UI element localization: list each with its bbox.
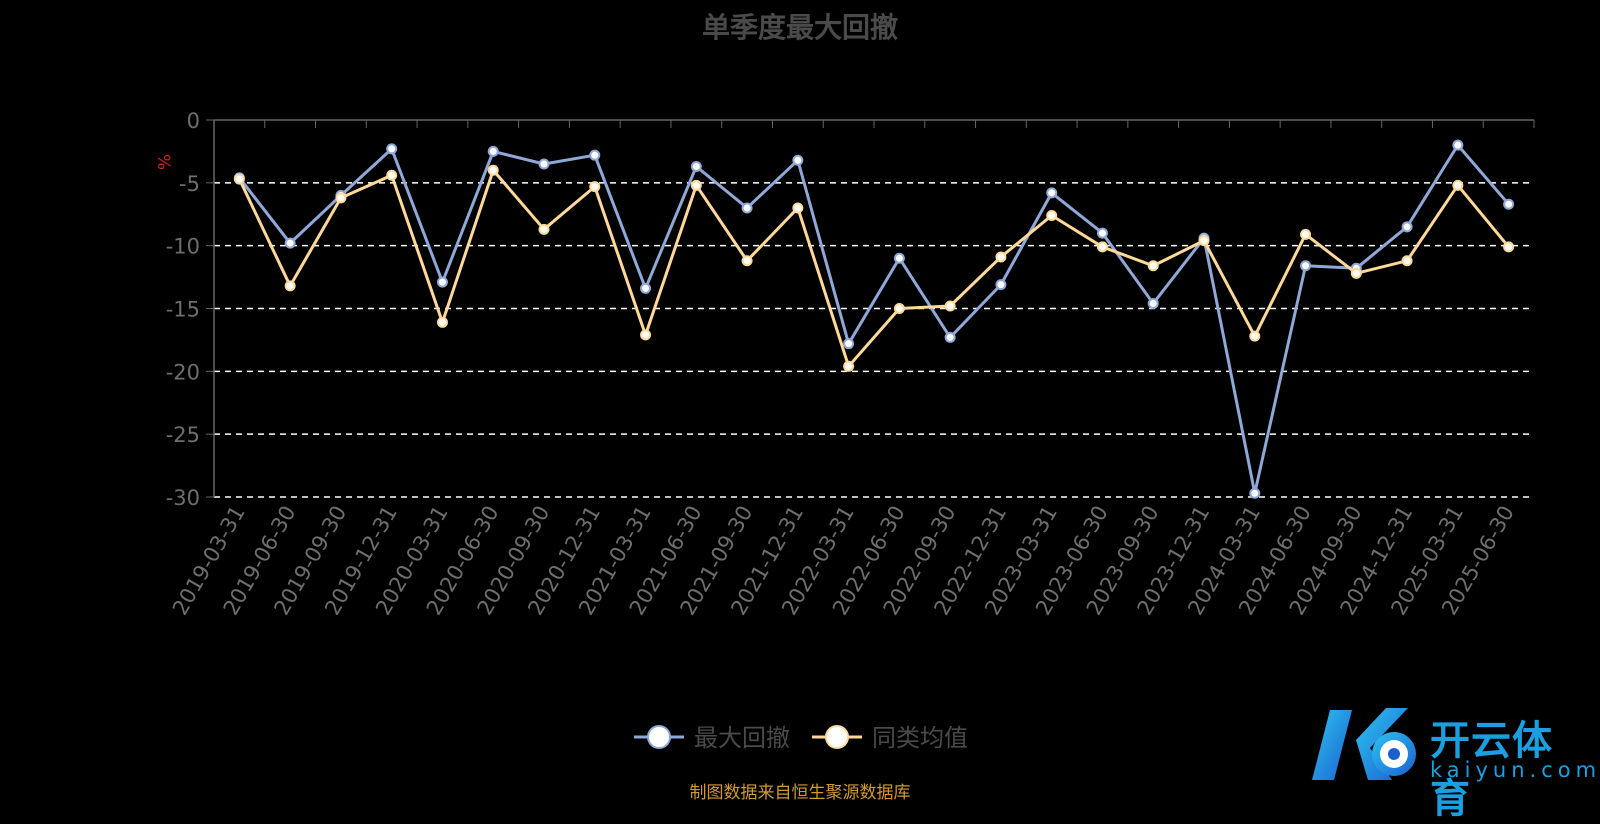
series-1-point xyxy=(436,276,448,288)
series-2-point xyxy=(1401,255,1413,267)
series-2-point xyxy=(944,300,956,312)
y-tick-label: -10 xyxy=(166,235,200,259)
y-tick-label: -15 xyxy=(166,298,200,322)
series-2-point xyxy=(1350,267,1362,279)
series-2-point xyxy=(233,173,245,185)
series-2-point xyxy=(386,169,398,181)
legend-label: 最大回撤 xyxy=(694,724,790,752)
legend-marker xyxy=(647,725,671,749)
series-2-point xyxy=(335,192,347,204)
series-1-point xyxy=(690,160,702,172)
y-axis-label: % xyxy=(153,154,173,170)
series-1-point xyxy=(843,338,855,350)
source-note: 制图数据来自恒生聚源数据库 xyxy=(689,783,911,803)
series-line-2 xyxy=(238,168,1510,368)
series-2-point xyxy=(1452,179,1464,191)
series-1-point xyxy=(1452,139,1464,151)
series-2-point xyxy=(1046,210,1058,222)
series-2-point xyxy=(995,251,1007,263)
watermark-en-text: kaiyun.com xyxy=(1430,758,1600,782)
series-1-point xyxy=(995,279,1007,291)
series-2-point xyxy=(538,223,550,235)
chart-area: 0-5-10-15-20-25-30%2019-03-312019-06-302… xyxy=(153,109,1535,752)
series-2-point xyxy=(640,329,652,341)
series-1-point xyxy=(944,331,956,343)
series-1-point xyxy=(487,145,499,157)
y-tick-label: 0 xyxy=(187,109,200,133)
series-1-point xyxy=(1249,487,1261,499)
series-2-point xyxy=(792,202,804,214)
series-1-point xyxy=(1046,187,1058,199)
series-2-point xyxy=(690,179,702,191)
series-1-point xyxy=(1503,198,1515,210)
series-2-point xyxy=(843,360,855,372)
watermark-logo: 开云体育 kaiyun.com xyxy=(1312,700,1596,822)
series-2-point xyxy=(1198,235,1210,247)
series-2-point xyxy=(1147,260,1159,272)
series-2-point xyxy=(1503,241,1515,253)
series-1-point xyxy=(538,158,550,170)
y-tick-label: -20 xyxy=(166,360,200,384)
legend-marker xyxy=(825,725,849,749)
series-1-point xyxy=(589,149,601,161)
y-tick-label: -30 xyxy=(166,486,200,510)
series-2-point xyxy=(1300,228,1312,240)
series-1-point xyxy=(1096,227,1108,239)
chart-title: 单季度最大回撤 xyxy=(701,11,898,44)
logo-icon xyxy=(1312,708,1416,780)
series-1-point xyxy=(741,202,753,214)
series-1-point xyxy=(1401,221,1413,233)
series-2-point xyxy=(284,280,296,292)
series-2-point xyxy=(436,316,448,328)
series-2-point xyxy=(741,255,753,267)
series-1-point xyxy=(893,252,905,264)
series-1-point xyxy=(640,282,652,294)
series-1-point xyxy=(1300,260,1312,272)
series-1-point xyxy=(792,154,804,166)
series-2-point xyxy=(589,181,601,193)
series-2-point xyxy=(487,164,499,176)
series-line-1 xyxy=(238,143,1510,495)
y-tick-label: -5 xyxy=(179,172,200,196)
series-1-point xyxy=(284,237,296,249)
series-2-point xyxy=(1096,241,1108,253)
series-1-point xyxy=(1147,297,1159,309)
series-1-point xyxy=(386,143,398,155)
legend-label: 同类均值 xyxy=(872,724,968,752)
y-tick-label: -25 xyxy=(166,423,200,447)
series-2-point xyxy=(1249,330,1261,342)
series-2-point xyxy=(893,303,905,314)
